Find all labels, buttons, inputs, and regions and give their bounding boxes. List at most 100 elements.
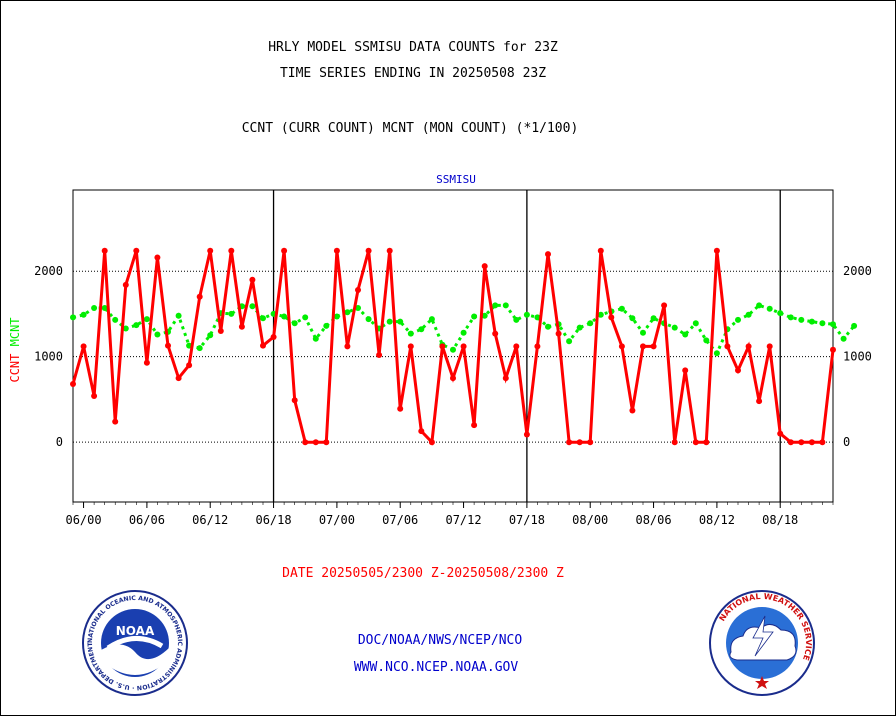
y-axis-label: CCNT MCNT xyxy=(8,317,22,382)
series-mcnt-point xyxy=(692,320,699,327)
series-mcnt-point xyxy=(597,311,604,318)
y-tick-label-left: 2000 xyxy=(34,264,63,278)
series-mcnt-point xyxy=(196,345,203,352)
series-mcnt-point xyxy=(766,305,773,312)
series-ccnt-point xyxy=(365,247,372,254)
series-mcnt-point xyxy=(545,323,551,330)
series-mcnt-point xyxy=(756,302,763,309)
series-ccnt-point xyxy=(249,276,256,283)
series-ccnt-point xyxy=(91,393,98,399)
series-mcnt-point xyxy=(671,324,678,331)
series-mcnt-point xyxy=(428,316,435,323)
series-ccnt-point xyxy=(450,375,456,382)
series-ccnt-point xyxy=(787,439,794,446)
series-ccnt-point xyxy=(513,343,520,350)
series-ccnt-point xyxy=(175,375,182,382)
series-ccnt-point xyxy=(819,439,826,446)
x-tick-label: 06/12 xyxy=(192,513,228,527)
y-tick-label-left: 0 xyxy=(56,435,63,449)
series-mcnt-point xyxy=(450,346,456,353)
website-link[interactable]: WWW.NCO.NCEP.NOAA.GOV xyxy=(353,660,519,675)
x-tick-label: 08/00 xyxy=(572,513,608,527)
series-mcnt-point xyxy=(312,335,319,342)
series-ccnt-point xyxy=(629,407,636,414)
series-ccnt-point xyxy=(302,439,309,446)
series-ccnt-point xyxy=(735,367,741,374)
series-ccnt-point xyxy=(703,439,710,446)
series-mcnt-point xyxy=(70,314,76,321)
series-ccnt-point xyxy=(228,247,235,254)
date-range: DATE 20250505/2300 Z-20250508/2300 Z xyxy=(282,566,564,581)
series-mcnt-point xyxy=(492,302,499,309)
series-ccnt-point xyxy=(724,343,731,350)
series-ccnt-point xyxy=(576,439,583,446)
series-mcnt-point xyxy=(112,316,119,323)
series-ccnt-point xyxy=(545,251,551,258)
series-ccnt-point xyxy=(692,439,699,446)
series-ccnt-point xyxy=(671,439,678,446)
y-tick-label-left: 1000 xyxy=(34,350,63,364)
series-mcnt-point xyxy=(91,305,98,311)
series-mcnt-point xyxy=(523,311,530,318)
series-ccnt-point xyxy=(777,430,784,437)
panel-title: SSMISU xyxy=(436,173,476,186)
series-ccnt-point xyxy=(207,247,214,254)
series-mcnt-point xyxy=(777,310,784,317)
series-mcnt-point xyxy=(122,325,129,332)
series-mcnt-point xyxy=(323,322,330,329)
series-mcnt-point xyxy=(650,315,657,322)
series-ccnt-point xyxy=(397,405,404,412)
series-mcnt-point xyxy=(101,305,108,311)
series-mcnt-point xyxy=(407,330,414,337)
series-ccnt-point xyxy=(133,247,140,254)
series-ccnt-point xyxy=(566,439,573,446)
series-ccnt-point xyxy=(323,439,330,446)
series-mcnt-point xyxy=(502,302,509,309)
series-ccnt-point xyxy=(428,439,435,446)
series-mcnt-point xyxy=(249,303,256,310)
series-mcnt-point xyxy=(333,313,340,320)
series-mcnt-point xyxy=(629,315,636,322)
series-mcnt-point xyxy=(576,324,583,331)
series-ccnt-point xyxy=(555,330,562,337)
series-ccnt-point xyxy=(281,247,288,254)
series-ccnt-point xyxy=(682,367,689,374)
series-mcnt-point xyxy=(291,320,298,327)
series-ccnt-point xyxy=(355,287,361,293)
series-ccnt-point xyxy=(618,343,625,350)
series-ccnt-point xyxy=(523,431,530,438)
series-mcnt-point xyxy=(143,316,150,323)
series-ccnt-point xyxy=(312,439,319,446)
series-mcnt-point xyxy=(618,305,625,312)
series-ccnt-point xyxy=(471,422,478,429)
series-ccnt-point xyxy=(260,342,266,349)
series-ccnt-point xyxy=(80,343,87,350)
x-tick-label: 08/06 xyxy=(635,513,671,527)
series-mcnt-point xyxy=(808,318,815,325)
series-ccnt-point xyxy=(291,397,298,404)
series-mcnt-point xyxy=(851,322,858,329)
series-mcnt-point xyxy=(534,314,541,321)
series-mcnt-point xyxy=(397,318,404,325)
series-mcnt-point xyxy=(302,314,309,321)
series-ccnt-point xyxy=(798,439,805,446)
series-ccnt-point xyxy=(238,323,245,330)
series-ccnt-point xyxy=(439,343,446,350)
series-ccnt-point xyxy=(492,330,499,337)
y-axis-label-mcnt: MCNT xyxy=(8,317,22,353)
series-ccnt-point xyxy=(713,247,720,254)
series-ccnt-point xyxy=(745,343,752,350)
series-mcnt-point xyxy=(460,329,467,336)
series-ccnt-point xyxy=(386,247,393,254)
series-ccnt-point xyxy=(217,328,224,334)
series-mcnt-point xyxy=(175,312,182,319)
x-tick-label: 07/00 xyxy=(319,513,355,527)
y-tick-label-right: 2000 xyxy=(843,264,872,278)
series-mcnt-point xyxy=(513,316,520,323)
series-ccnt-point xyxy=(808,439,815,446)
series-ccnt-point xyxy=(650,343,657,350)
series-ccnt-point xyxy=(112,418,119,425)
series-ccnt-point xyxy=(597,247,604,254)
org-line: DOC/NOAA/NWS/NCEP/NCO xyxy=(357,633,523,648)
